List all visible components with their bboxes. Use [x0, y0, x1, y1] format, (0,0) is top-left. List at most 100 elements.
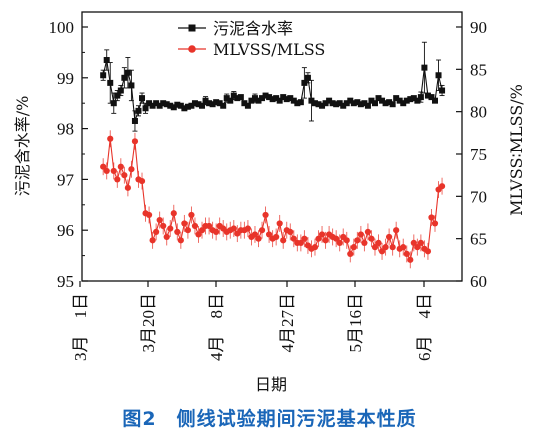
- moisture-point: [287, 95, 294, 102]
- ratio-point: [318, 231, 326, 238]
- series-ratio: [100, 130, 446, 269]
- moisture-point: [170, 104, 177, 111]
- moisture-point: [181, 105, 188, 112]
- moisture-point: [146, 100, 153, 107]
- legend: 污泥含水率 MLVSS/MLSS: [178, 19, 325, 59]
- moisture-point: [114, 92, 121, 99]
- moisture-point: [432, 97, 438, 104]
- ratio-point: [128, 166, 135, 173]
- x-axis-label: 日期: [255, 375, 287, 394]
- ratio-point: [184, 227, 191, 234]
- moisture-point: [311, 100, 318, 107]
- moisture-point: [139, 95, 146, 102]
- ratio-point: [198, 227, 206, 234]
- ratio-point: [431, 220, 439, 227]
- moisture-point: [400, 100, 407, 107]
- ratio-point: [389, 244, 396, 251]
- plot-axes: [81, 11, 463, 282]
- moisture-point: [131, 117, 138, 124]
- moisture-point: [315, 101, 322, 108]
- ratio-point: [138, 177, 146, 185]
- moisture-point: [357, 101, 364, 108]
- ratio-point: [414, 244, 421, 251]
- moisture-point: [121, 74, 128, 81]
- ratio-point: [354, 237, 361, 244]
- moisture-point: [386, 99, 393, 106]
- moisture-point: [262, 92, 269, 99]
- ratio-point: [276, 220, 283, 227]
- moisture-point: [403, 97, 410, 104]
- ratio-point: [290, 235, 297, 242]
- ratio-point: [163, 233, 170, 241]
- ratio-point: [297, 239, 304, 246]
- ratio-point: [195, 231, 202, 238]
- ratio-point: [364, 228, 372, 235]
- ratio-point: [117, 163, 124, 170]
- right-y-ticks: 60 65 70 75 80 85 90: [456, 18, 487, 291]
- ratio-point: [400, 244, 407, 251]
- ratio-point: [205, 222, 213, 230]
- ratio-point: [438, 183, 446, 190]
- moisture-point: [290, 97, 297, 104]
- ratio-point: [167, 225, 174, 232]
- moisture-point: [439, 87, 446, 94]
- moisture-point: [177, 102, 184, 109]
- moisture-point: [329, 100, 336, 107]
- right-tick-label: 70: [470, 187, 487, 206]
- y-axis-label-left: 污泥含水率/%: [13, 96, 32, 197]
- x-tick-label: 6月 4日: [415, 293, 434, 361]
- ratio-point: [311, 244, 319, 251]
- moisture-point: [333, 101, 340, 108]
- moisture-point: [156, 102, 163, 109]
- moisture-point: [206, 100, 213, 107]
- ratio-point: [265, 231, 273, 238]
- plot-frame: [81, 11, 463, 282]
- ratio-point: [177, 237, 184, 244]
- ratio-point: [357, 231, 364, 238]
- moisture-point: [326, 97, 333, 104]
- ratio-point: [333, 235, 340, 242]
- left-tick-label: 100: [49, 18, 75, 37]
- ratio-point: [170, 210, 177, 217]
- moisture-point: [389, 101, 396, 108]
- moisture-point: [371, 100, 378, 107]
- ratio-point: [336, 239, 343, 246]
- moisture-point: [382, 100, 389, 107]
- right-tick-label: 75: [470, 145, 487, 164]
- moisture-point: [266, 94, 273, 101]
- ratio-point: [407, 256, 414, 263]
- moisture-point: [184, 103, 191, 110]
- moisture-point: [424, 92, 431, 99]
- moisture-point: [428, 94, 435, 101]
- ratio-point: [382, 244, 389, 251]
- moisture-point: [191, 100, 198, 107]
- moisture-point: [414, 97, 421, 104]
- ratio-point: [410, 239, 417, 246]
- ratio-point: [160, 222, 167, 230]
- ratio-point: [258, 227, 266, 234]
- x-tick-label: 4月 8日: [207, 293, 226, 361]
- moisture-point: [100, 72, 107, 79]
- moisture-point: [216, 100, 223, 107]
- moisture-point: [396, 97, 403, 104]
- x-tick-label: 3月20日: [139, 293, 158, 353]
- left-tick-label: 95: [57, 272, 74, 291]
- x-tick-label: 4月27日: [278, 293, 297, 353]
- moisture-point: [227, 97, 234, 104]
- moisture-point: [213, 99, 220, 106]
- moisture-point: [248, 97, 255, 104]
- x-ticks: 3月 1日 3月20日 4月 8日 4月27日 5月16日 6月 4日: [71, 281, 434, 361]
- moisture-point: [364, 102, 371, 109]
- moisture-point: [343, 100, 350, 107]
- moisture-point: [110, 100, 117, 107]
- ratio-point: [181, 220, 188, 227]
- moisture-point: [244, 102, 251, 109]
- ratio-point: [100, 163, 107, 170]
- moisture-point: [336, 100, 343, 107]
- left-tick-label: 99: [57, 69, 74, 88]
- moisture-point: [199, 102, 206, 109]
- ratio-point: [378, 248, 386, 255]
- ratio-point: [350, 244, 357, 251]
- ratio-point: [110, 167, 117, 175]
- moisture-point: [347, 97, 354, 104]
